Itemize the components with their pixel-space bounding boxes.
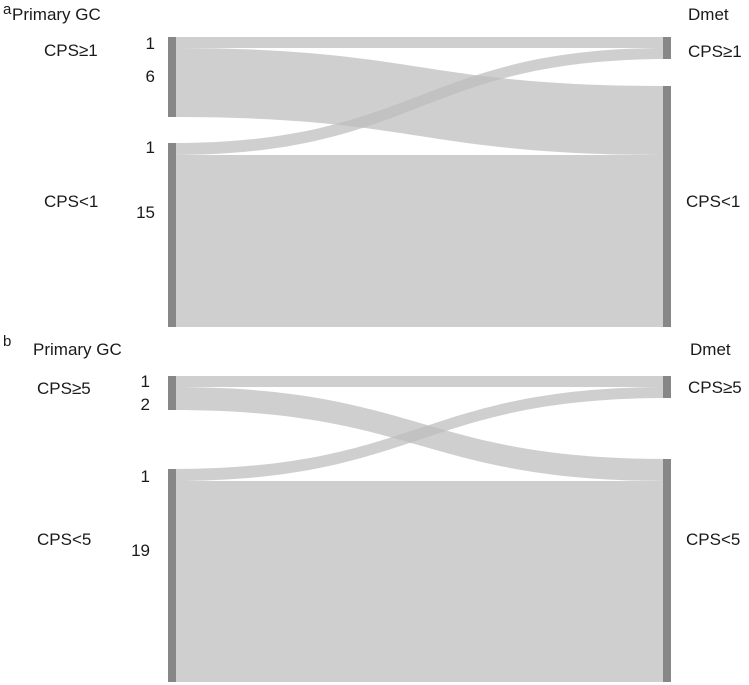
flow-left1-right1: [172, 481, 668, 682]
flow-left1-right0: [172, 48, 668, 155]
flow-left1-right1: [172, 155, 668, 327]
left-axis-title: Primary GC: [12, 5, 101, 24]
left-group-label: CPS≥1: [44, 41, 98, 60]
left-node-0: [168, 37, 176, 117]
flow-left0-right0: [172, 37, 668, 48]
sankey-panel-a: a Primary GC Dmet CPS≥1 CPS<1 CPS≥1 CPS<…: [3, 1, 742, 327]
flow-count: 1: [146, 138, 155, 157]
flow-count: 1: [141, 467, 150, 486]
sankey-panel-b: b Primary GC Dmet CPS≥5 CPS<5 CPS≥5 CPS<…: [3, 333, 742, 682]
right-node-1: [663, 459, 671, 682]
right-axis-title: Dmet: [688, 5, 729, 24]
left-axis-title: Primary GC: [33, 340, 122, 359]
flow-count: 19: [131, 541, 150, 560]
left-node-0: [168, 376, 176, 410]
right-group-label: CPS<1: [686, 192, 740, 211]
right-group-label: CPS≥5: [688, 378, 742, 397]
flow-count: 1: [146, 34, 155, 53]
left-group-label: CPS<1: [44, 192, 98, 211]
flow-left1-right0: [172, 387, 668, 481]
right-group-label: CPS≥1: [688, 42, 742, 61]
right-node-1: [663, 86, 671, 327]
left-node-1: [168, 143, 176, 327]
left-node-1: [168, 469, 176, 682]
flow-count: 2: [141, 395, 150, 414]
right-node-0: [663, 376, 671, 398]
flow-count: 1: [141, 372, 150, 391]
right-axis-title: Dmet: [690, 340, 731, 359]
left-group-label: CPS≥5: [37, 379, 91, 398]
right-node-0: [663, 37, 671, 59]
flow-count: 6: [146, 67, 155, 86]
flow-left0-right0: [172, 376, 668, 387]
flow-count: 15: [136, 203, 155, 222]
right-group-label: CPS<5: [686, 530, 740, 549]
panel-label: a: [3, 1, 12, 18]
panel-label: b: [3, 333, 11, 350]
left-group-label: CPS<5: [37, 530, 91, 549]
